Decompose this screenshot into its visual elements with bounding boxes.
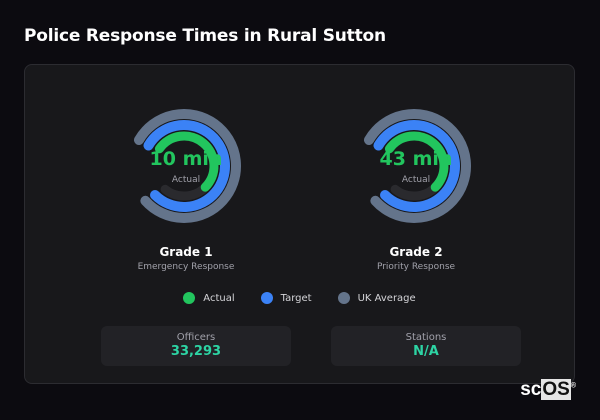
stat-officers: Officers 33,293	[101, 326, 291, 366]
gauge-grade-1: 10 min Actual Grade 1 Emergency Response	[106, 105, 266, 285]
actual-arc	[154, 131, 219, 192]
legend-item-actual: Actual	[183, 292, 235, 304]
gauge-name: Grade 1	[159, 245, 213, 259]
legend-label: UK Average	[357, 292, 416, 304]
target-arc	[143, 120, 230, 212]
legend: Actual Target UK Average	[25, 292, 574, 304]
actual-dot-icon	[183, 292, 196, 304]
gauge-center-label: Actual	[171, 175, 201, 185]
stat-label: Stations	[405, 332, 447, 343]
legend-item-uk-average: UK Average	[337, 292, 416, 304]
gauge-description: Priority Response	[376, 262, 456, 272]
gauge-center-label: Actual	[401, 175, 431, 185]
actual-arc	[384, 131, 449, 192]
uk-average-dot-icon	[337, 292, 350, 304]
stat-value: 33,293	[170, 344, 222, 359]
gauge-grade-2: 43 min Actual Grade 2 Priority Response	[336, 105, 496, 285]
gauge-rings	[133, 109, 241, 223]
gauge-value: 43 min	[379, 148, 453, 170]
scos-logo: scOS®	[520, 379, 576, 400]
response-times-card: 10 min Actual Grade 1 Emergency Response…	[24, 64, 575, 384]
gauge-name: Grade 2	[389, 245, 443, 259]
legend-item-target: Target	[260, 292, 312, 304]
uk-average-arc	[133, 109, 241, 223]
gauge-value: 10 min	[149, 148, 223, 170]
target-dot-icon	[260, 292, 273, 304]
target-arc	[373, 120, 460, 212]
gauge-description: Emergency Response	[137, 262, 235, 272]
uk-average-arc	[363, 109, 471, 223]
legend-label: Actual	[203, 292, 235, 304]
stat-value: N/A	[413, 344, 439, 359]
gauge-rings	[363, 109, 471, 223]
legend-label: Target	[280, 292, 312, 304]
stat-label: Officers	[176, 332, 216, 343]
page-title: Police Response Times in Rural Sutton	[24, 26, 386, 46]
stat-stations: Stations N/A	[331, 326, 521, 366]
